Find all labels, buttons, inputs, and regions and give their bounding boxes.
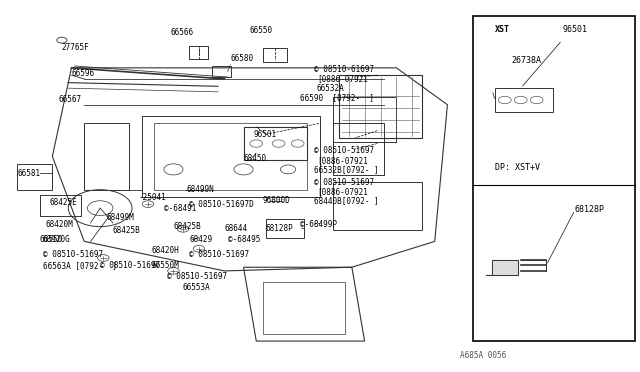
- Text: ©-68499P: ©-68499P: [300, 220, 337, 229]
- Text: 27765F: 27765F: [62, 43, 90, 52]
- Text: 66532B[0792- ]: 66532B[0792- ]: [314, 165, 378, 174]
- Text: 68440B[0792- ]: 68440B[0792- ]: [314, 196, 378, 205]
- Text: 68450: 68450: [244, 154, 267, 163]
- Text: © 08510-51697: © 08510-51697: [167, 272, 227, 281]
- Text: 66532A: 66532A: [317, 84, 344, 93]
- Text: 96501: 96501: [253, 130, 276, 139]
- Text: 96501: 96501: [562, 25, 587, 33]
- Text: 68128P: 68128P: [266, 224, 294, 233]
- Text: 66566: 66566: [170, 28, 193, 37]
- Text: 68128P: 68128P: [575, 205, 605, 215]
- Text: 26738A: 26738A: [511, 56, 541, 65]
- Text: 68420H: 68420H: [151, 246, 179, 255]
- Bar: [84, 123, 129, 190]
- Text: 66550M: 66550M: [151, 261, 179, 270]
- Bar: [333, 97, 396, 142]
- Text: A685A 0056: A685A 0056: [460, 351, 506, 360]
- Text: 66553A: 66553A: [183, 283, 211, 292]
- Bar: [189, 46, 209, 59]
- Text: 68420M: 68420M: [46, 220, 74, 229]
- Text: XST: XST: [495, 25, 510, 33]
- Text: © 08510-51697: © 08510-51697: [189, 250, 250, 259]
- Bar: [262, 282, 346, 334]
- Text: 96800D: 96800D: [262, 196, 291, 205]
- Bar: [333, 123, 384, 175]
- Bar: [333, 182, 422, 230]
- Text: 68429: 68429: [189, 235, 212, 244]
- Bar: [266, 219, 304, 238]
- Text: ©-68495: ©-68495: [228, 235, 260, 244]
- Text: 68425B: 68425B: [173, 222, 201, 231]
- Text: 66580: 66580: [231, 54, 254, 63]
- Bar: [473, 16, 636, 341]
- Text: 66563A [0792-  ]: 66563A [0792- ]: [43, 261, 117, 270]
- Text: [0886-07921: [0886-07921: [317, 187, 368, 196]
- Bar: [244, 127, 307, 160]
- Bar: [40, 195, 81, 215]
- Bar: [339, 75, 422, 138]
- Text: © 08510-51697D: © 08510-51697D: [189, 200, 254, 209]
- Text: 68499N: 68499N: [186, 185, 214, 194]
- Text: DP: XST+V: DP: XST+V: [495, 163, 540, 172]
- Text: 68499M: 68499M: [106, 213, 134, 222]
- Text: 66596: 66596: [72, 69, 95, 78]
- Text: [0886-07921: [0886-07921: [317, 74, 368, 83]
- Text: [0886-07921: [0886-07921: [317, 155, 368, 165]
- Text: © 08510-61697: © 08510-61697: [314, 65, 374, 74]
- Bar: [212, 66, 231, 77]
- Text: 68425E: 68425E: [49, 198, 77, 207]
- Bar: [154, 123, 307, 190]
- Bar: [17, 164, 52, 190]
- Text: -25041: -25041: [138, 193, 166, 202]
- Text: © 08510-51697: © 08510-51697: [314, 147, 374, 155]
- Bar: [262, 48, 287, 62]
- Polygon shape: [486, 260, 518, 275]
- Text: 66567: 66567: [59, 95, 82, 104]
- Text: 66550: 66550: [40, 235, 63, 244]
- Text: 66550: 66550: [250, 26, 273, 35]
- Text: 66581: 66581: [17, 169, 40, 177]
- Bar: [141, 116, 320, 197]
- Text: 68425B: 68425B: [113, 226, 141, 235]
- Text: 68644: 68644: [225, 224, 248, 233]
- Text: © 08510-51697: © 08510-51697: [43, 250, 103, 259]
- Text: © 08510-51697: © 08510-51697: [100, 261, 160, 270]
- Text: ©-68491: ©-68491: [164, 203, 196, 213]
- Bar: [495, 88, 552, 112]
- Text: © 08510-51697: © 08510-51697: [314, 178, 374, 187]
- Text: 68920G: 68920G: [43, 235, 70, 244]
- Text: 66590  [0792-  ]: 66590 [0792- ]: [300, 93, 374, 102]
